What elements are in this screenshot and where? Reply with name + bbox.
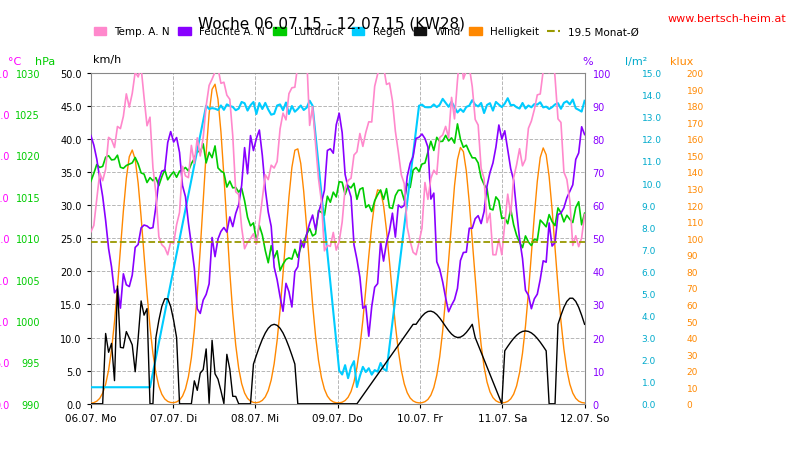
Text: °C: °C [8, 57, 21, 67]
Legend: Temp. A. N, Feuchte A. N, Luftdruck, Regen, Wind, Helligkeit, 19.5 Monat-Ø: Temp. A. N, Feuchte A. N, Luftdruck, Reg… [93, 28, 639, 37]
Text: hPa: hPa [36, 57, 55, 67]
Text: www.bertsch-heim.at: www.bertsch-heim.at [668, 14, 786, 24]
Text: Woche 06.07.15 - 12.07.15 (KW28): Woche 06.07.15 - 12.07.15 (KW28) [198, 16, 465, 31]
Text: km/h: km/h [93, 56, 122, 65]
Text: klux: klux [670, 57, 693, 67]
Text: %: % [582, 57, 592, 67]
Text: l/m²: l/m² [625, 57, 648, 67]
